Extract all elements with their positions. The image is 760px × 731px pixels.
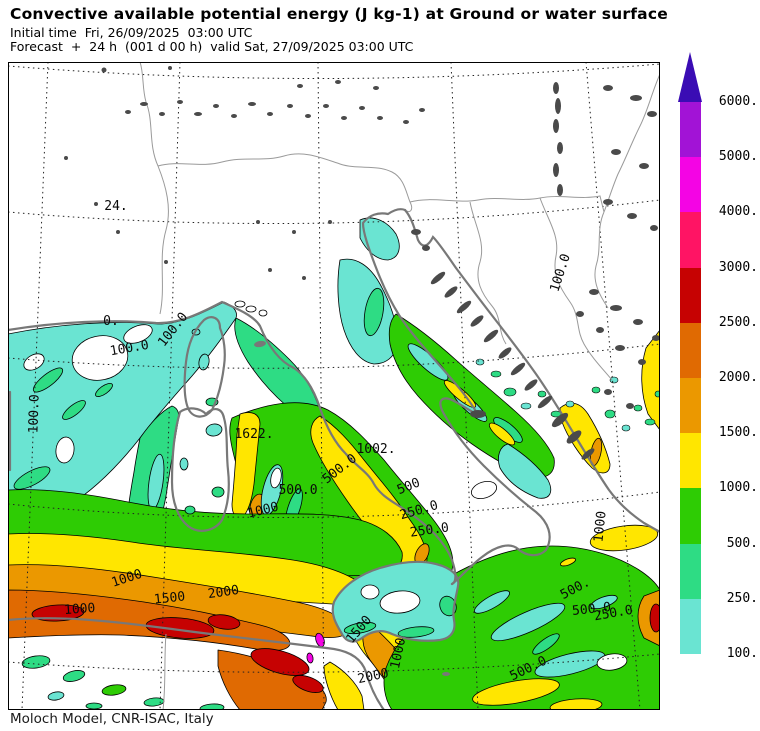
colorbar-tick-label: 4000. (718, 204, 758, 220)
colorbar-segment (680, 433, 701, 489)
colorbar-segment (680, 267, 701, 323)
forecast-valid-line: Forecast + 24 h (001 d 00 h) valid Sat, … (10, 39, 414, 54)
contour-value-label: 2000 (356, 666, 390, 687)
contour-value-label: 500.0 (571, 600, 611, 619)
colorbar-tick-label: 250. (726, 590, 758, 606)
contour-labels: 24.0.100.0100.0100.0100.01622.1002.500.0… (26, 199, 634, 687)
colorbar-legend: 6000. 5000. 4000. 3000. 2500. 2000. 1500. 1000.… (676, 45, 760, 670)
map-frame (8, 62, 660, 710)
colorbar-tick-label: 100. (726, 646, 758, 661)
contour-value-label: 100.0 (26, 394, 42, 434)
contour-value-label: 1000 (64, 601, 96, 618)
colorbar-segment (680, 543, 701, 599)
colorbar-segment (680, 488, 701, 544)
colorbar-tick-label: 2000. (718, 370, 758, 385)
colorbar-segment (680, 212, 701, 268)
contour-value-label: 1000 (388, 636, 409, 670)
small-islands (254, 340, 450, 676)
colorbar-tick-label: 500. (726, 535, 758, 551)
map-panel: 24. 0. 100.0 100.0 100.0 100.0 1622. 1002. 500.0… (6, 61, 663, 717)
model-caption: Moloch Model, CNR-ISAC, Italy (10, 711, 214, 727)
colorbar-tick-label: 1000. (718, 480, 758, 496)
contour-value-label: 0. (103, 314, 119, 329)
contour-value-label: 2000 (207, 583, 240, 602)
terrain-specks (64, 66, 660, 460)
page-title: Convective available potential energy (J… (10, 5, 668, 23)
colorbar-segment (680, 598, 701, 654)
colorbar-tick-label: 5000. (718, 149, 758, 165)
contour-value-label: 1500 (153, 589, 186, 607)
contour-value-label: 250.0 (409, 520, 450, 540)
initial-time-line: Initial time Fri, 26/09/2025 03:00 UTC (10, 25, 253, 40)
cape-map: 24.0.100.0100.0100.0100.01622.1002.500.0… (6, 61, 663, 717)
country-borders (139, 61, 661, 711)
colorbar-segment (680, 378, 701, 434)
colorbar-segment (680, 322, 701, 378)
graticule (7, 61, 661, 711)
contour-value-label: 500.0 (278, 483, 317, 498)
colorbar-tick-label: 6000. (718, 94, 758, 109)
contour-value-label: 100.0 (109, 338, 150, 360)
colorbar-segment (680, 102, 701, 158)
colorbar-tick-label: 1500. (718, 425, 758, 441)
contour-value-label: 1000 (246, 500, 280, 522)
contour-value-label: 1002. (356, 442, 395, 457)
colorbar-tick-label: 2500. (718, 314, 758, 330)
contour-value-label: 1000 (591, 510, 609, 543)
colorbar-tick-label: 3000. (718, 259, 758, 275)
colorbar-overflow-arrow (678, 52, 702, 102)
contour-value-label: 1622. (234, 427, 273, 442)
colorbar-segment (680, 157, 701, 213)
contour-value-label: 24. (104, 199, 127, 214)
contour-value-label: 250.0 (593, 603, 634, 625)
